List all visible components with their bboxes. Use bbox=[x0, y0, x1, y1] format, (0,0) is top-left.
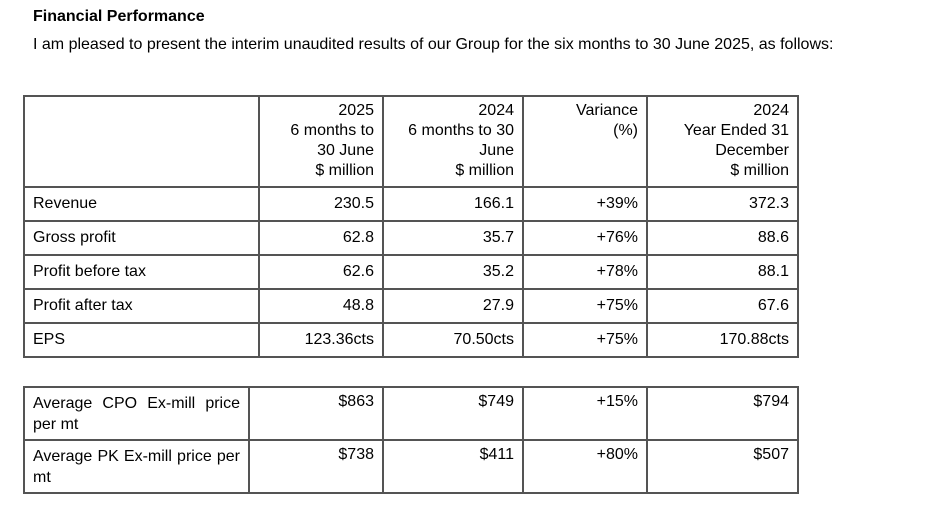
value-variance: +15% bbox=[522, 386, 648, 441]
row-label: Profit after tax bbox=[23, 288, 260, 324]
table-header-row: 2025 6 months to 30 June $ million 2024 … bbox=[23, 95, 799, 188]
value-2024-h1: 166.1 bbox=[382, 186, 524, 222]
value-2024-fy: 372.3 bbox=[646, 186, 799, 222]
header-2024-h1: 2024 6 months to 30 June $ million bbox=[382, 95, 524, 188]
row-label: Profit before tax bbox=[23, 254, 260, 290]
financial-results-table: 2025 6 months to 30 June $ million 2024 … bbox=[23, 95, 799, 358]
value-2024-h1: $749 bbox=[382, 386, 524, 441]
page-title: Financial Performance bbox=[33, 8, 205, 25]
value-2024-fy: $507 bbox=[646, 439, 799, 494]
header-variance: Variance (%) bbox=[522, 95, 648, 188]
value-2025-h1: $738 bbox=[248, 439, 384, 494]
table-row-revenue: Revenue 230.5 166.1 +39% 372.3 bbox=[23, 186, 799, 222]
value-2025-h1: $863 bbox=[248, 386, 384, 441]
header-2025-h1: 2025 6 months to 30 June $ million bbox=[258, 95, 384, 188]
value-2025-h1: 48.8 bbox=[258, 288, 384, 324]
value-variance: +76% bbox=[522, 220, 648, 256]
row-label: Gross profit bbox=[23, 220, 260, 256]
value-2025-h1: 62.8 bbox=[258, 220, 384, 256]
value-2024-h1: 35.7 bbox=[382, 220, 524, 256]
table-row-cpo-price: Average CPO Ex-mill price per mt $863 $7… bbox=[23, 386, 799, 441]
value-2024-h1: 35.2 bbox=[382, 254, 524, 290]
value-2024-h1: $411 bbox=[382, 439, 524, 494]
value-2024-h1: 70.50cts bbox=[382, 322, 524, 358]
value-2025-h1: 62.6 bbox=[258, 254, 384, 290]
value-variance: +75% bbox=[522, 288, 648, 324]
value-2024-fy: 67.6 bbox=[646, 288, 799, 324]
value-2024-fy: 170.88cts bbox=[646, 322, 799, 358]
value-2025-h1: 230.5 bbox=[258, 186, 384, 222]
average-prices-table: Average CPO Ex-mill price per mt $863 $7… bbox=[23, 386, 799, 494]
value-2024-fy: 88.6 bbox=[646, 220, 799, 256]
row-label: EPS bbox=[23, 322, 260, 358]
header-2024-fy: 2024 Year Ended 31 December $ million bbox=[646, 95, 799, 188]
value-2024-fy: 88.1 bbox=[646, 254, 799, 290]
value-2025-h1: 123.36cts bbox=[258, 322, 384, 358]
row-label: Average PK Ex-mill price per mt bbox=[23, 439, 250, 494]
value-variance: +78% bbox=[522, 254, 648, 290]
row-label: Average CPO Ex-mill price per mt bbox=[23, 386, 250, 441]
table-row-gross-profit: Gross profit 62.8 35.7 +76% 88.6 bbox=[23, 220, 799, 256]
value-variance: +80% bbox=[522, 439, 648, 494]
value-2024-fy: $794 bbox=[646, 386, 799, 441]
table-row-eps: EPS 123.36cts 70.50cts +75% 170.88cts bbox=[23, 322, 799, 358]
value-variance: +39% bbox=[522, 186, 648, 222]
row-label: Revenue bbox=[23, 186, 260, 222]
value-2024-h1: 27.9 bbox=[382, 288, 524, 324]
intro-paragraph: I am pleased to present the interim unau… bbox=[33, 36, 834, 53]
table-row-profit-after-tax: Profit after tax 48.8 27.9 +75% 67.6 bbox=[23, 288, 799, 324]
value-variance: +75% bbox=[522, 322, 648, 358]
header-empty-cell bbox=[23, 95, 260, 188]
table-row-pk-price: Average PK Ex-mill price per mt $738 $41… bbox=[23, 439, 799, 494]
table-row-profit-before-tax: Profit before tax 62.6 35.2 +78% 88.1 bbox=[23, 254, 799, 290]
